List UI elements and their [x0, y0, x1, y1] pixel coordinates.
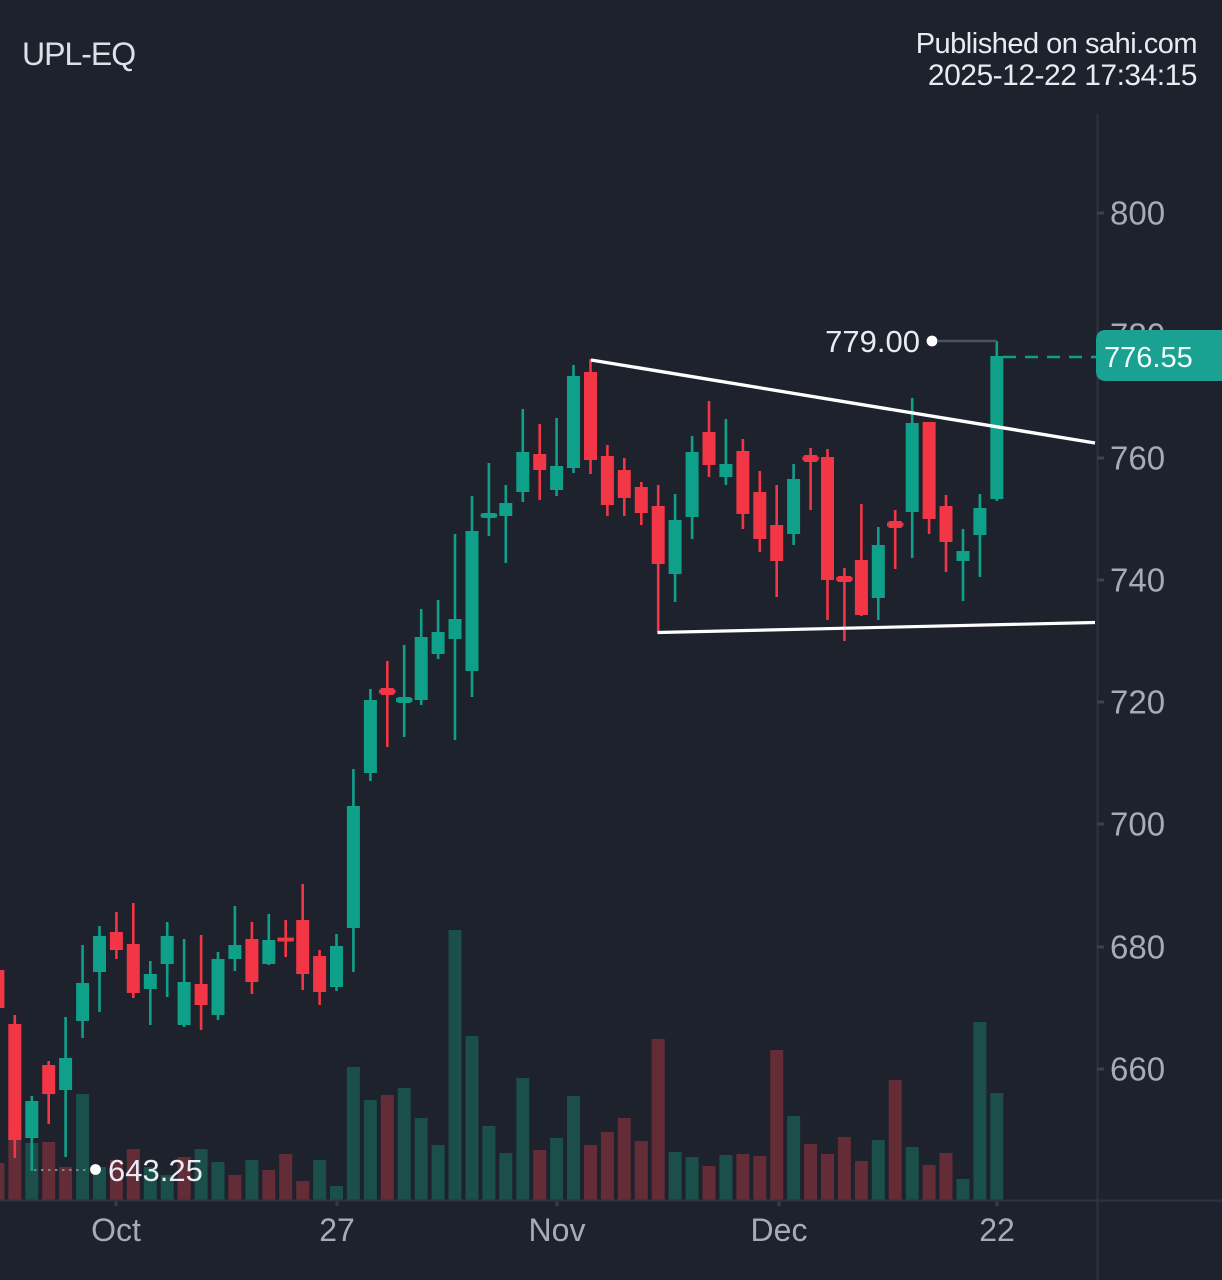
svg-text:720: 720 — [1110, 684, 1165, 721]
svg-text:680: 680 — [1110, 929, 1165, 966]
svg-text:22: 22 — [979, 1212, 1015, 1248]
svg-text:800: 800 — [1110, 195, 1165, 232]
svg-text:Dec: Dec — [751, 1212, 808, 1248]
svg-text:776.55: 776.55 — [1104, 342, 1193, 374]
svg-text:27: 27 — [319, 1212, 355, 1248]
svg-text:779.00: 779.00 — [825, 324, 920, 359]
svg-text:Nov: Nov — [529, 1212, 586, 1248]
svg-text:740: 740 — [1110, 562, 1165, 599]
svg-text:Published on sahi.com: Published on sahi.com — [916, 28, 1197, 60]
svg-text:643.25: 643.25 — [108, 1153, 203, 1188]
svg-text:2025-12-22 17:34:15: 2025-12-22 17:34:15 — [928, 59, 1197, 92]
svg-text:UPL-EQ: UPL-EQ — [22, 36, 135, 72]
svg-text:660: 660 — [1110, 1051, 1165, 1088]
svg-text:760: 760 — [1110, 440, 1165, 477]
svg-text:Oct: Oct — [91, 1212, 141, 1248]
svg-text:700: 700 — [1110, 806, 1165, 843]
